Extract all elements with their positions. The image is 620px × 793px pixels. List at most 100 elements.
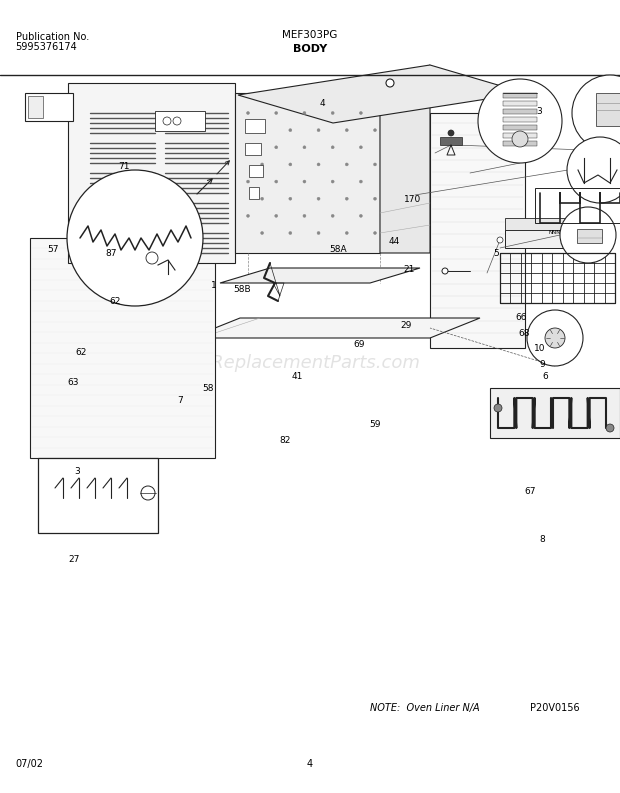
Bar bbox=[245, 119, 265, 133]
Circle shape bbox=[247, 112, 249, 114]
Circle shape bbox=[331, 214, 334, 217]
Bar bbox=[503, 141, 537, 146]
Bar bbox=[155, 111, 205, 131]
Circle shape bbox=[247, 180, 249, 183]
Text: 4: 4 bbox=[307, 759, 313, 769]
Circle shape bbox=[512, 131, 528, 147]
Bar bbox=[38, 458, 158, 533]
Text: 41: 41 bbox=[292, 372, 303, 381]
Bar bbox=[503, 101, 537, 106]
Circle shape bbox=[303, 112, 306, 114]
Polygon shape bbox=[490, 388, 620, 438]
Circle shape bbox=[163, 117, 171, 125]
Text: Publication No.: Publication No. bbox=[16, 32, 89, 42]
Circle shape bbox=[442, 268, 448, 274]
Text: 63: 63 bbox=[68, 377, 79, 387]
Circle shape bbox=[497, 237, 503, 243]
Circle shape bbox=[373, 232, 376, 235]
Circle shape bbox=[289, 163, 292, 166]
Text: 10: 10 bbox=[534, 344, 545, 354]
Circle shape bbox=[478, 79, 562, 163]
Bar bbox=[505, 230, 605, 248]
Bar bbox=[535, 188, 620, 223]
Polygon shape bbox=[68, 83, 235, 263]
Text: eReplacementParts.com: eReplacementParts.com bbox=[200, 354, 420, 372]
Circle shape bbox=[260, 163, 264, 166]
Circle shape bbox=[317, 128, 320, 132]
Circle shape bbox=[289, 197, 292, 200]
Circle shape bbox=[260, 197, 264, 200]
Text: 58A: 58A bbox=[329, 245, 347, 255]
Polygon shape bbox=[235, 93, 380, 253]
Polygon shape bbox=[596, 93, 620, 126]
Circle shape bbox=[331, 112, 334, 114]
Text: 62: 62 bbox=[109, 297, 120, 306]
Text: 58B: 58B bbox=[233, 285, 250, 294]
Text: 6: 6 bbox=[542, 372, 549, 381]
Text: 7: 7 bbox=[177, 396, 183, 405]
Circle shape bbox=[317, 197, 320, 200]
Circle shape bbox=[275, 180, 278, 183]
Bar bbox=[249, 187, 259, 199]
Bar bbox=[25, 93, 73, 121]
Bar bbox=[249, 165, 263, 177]
Text: NNN: NNN bbox=[549, 231, 561, 236]
Polygon shape bbox=[190, 318, 480, 338]
Text: 170: 170 bbox=[404, 195, 421, 205]
Text: 1: 1 bbox=[211, 281, 217, 290]
Text: 4: 4 bbox=[319, 98, 326, 108]
Circle shape bbox=[527, 310, 583, 366]
Circle shape bbox=[289, 128, 292, 132]
Text: NOTE:  Oven Liner N/A: NOTE: Oven Liner N/A bbox=[370, 703, 480, 713]
Circle shape bbox=[303, 214, 306, 217]
Text: 58: 58 bbox=[202, 384, 213, 393]
Circle shape bbox=[331, 180, 334, 183]
Text: 21: 21 bbox=[404, 265, 415, 274]
Bar bbox=[500, 253, 615, 303]
Circle shape bbox=[360, 180, 362, 183]
Circle shape bbox=[606, 424, 614, 432]
Circle shape bbox=[545, 328, 565, 348]
Text: 66: 66 bbox=[515, 312, 526, 322]
Bar bbox=[503, 117, 537, 122]
Text: 3: 3 bbox=[536, 106, 542, 116]
Text: 44: 44 bbox=[388, 237, 399, 247]
Bar bbox=[503, 133, 537, 138]
Circle shape bbox=[289, 232, 292, 235]
Text: 59: 59 bbox=[370, 419, 381, 429]
Text: 27: 27 bbox=[69, 554, 80, 564]
Text: 57: 57 bbox=[47, 245, 58, 255]
Text: 9: 9 bbox=[539, 360, 546, 370]
Circle shape bbox=[260, 128, 264, 132]
Bar bbox=[503, 109, 537, 114]
Bar bbox=[577, 229, 602, 243]
Polygon shape bbox=[380, 65, 430, 253]
Circle shape bbox=[567, 137, 620, 203]
Text: MEF303PG: MEF303PG bbox=[282, 30, 338, 40]
Text: 68: 68 bbox=[518, 328, 529, 338]
Circle shape bbox=[317, 232, 320, 235]
Text: 07/02: 07/02 bbox=[16, 759, 43, 769]
Circle shape bbox=[141, 486, 155, 500]
Bar bbox=[28, 96, 43, 118]
Polygon shape bbox=[430, 113, 525, 348]
Circle shape bbox=[247, 146, 249, 149]
Bar bbox=[503, 125, 537, 130]
Text: 62: 62 bbox=[75, 348, 86, 358]
Text: 5995376174: 5995376174 bbox=[16, 42, 78, 52]
Circle shape bbox=[260, 232, 264, 235]
Circle shape bbox=[247, 214, 249, 217]
Circle shape bbox=[360, 112, 362, 114]
Text: 87: 87 bbox=[106, 249, 117, 259]
Bar bbox=[440, 137, 462, 145]
Text: 67: 67 bbox=[525, 487, 536, 496]
Circle shape bbox=[373, 163, 376, 166]
Bar bbox=[245, 143, 261, 155]
Text: 3: 3 bbox=[74, 467, 81, 477]
Circle shape bbox=[345, 128, 348, 132]
Circle shape bbox=[494, 404, 502, 412]
Polygon shape bbox=[238, 65, 525, 123]
Circle shape bbox=[67, 170, 203, 306]
Circle shape bbox=[303, 146, 306, 149]
Text: 29: 29 bbox=[401, 320, 412, 330]
